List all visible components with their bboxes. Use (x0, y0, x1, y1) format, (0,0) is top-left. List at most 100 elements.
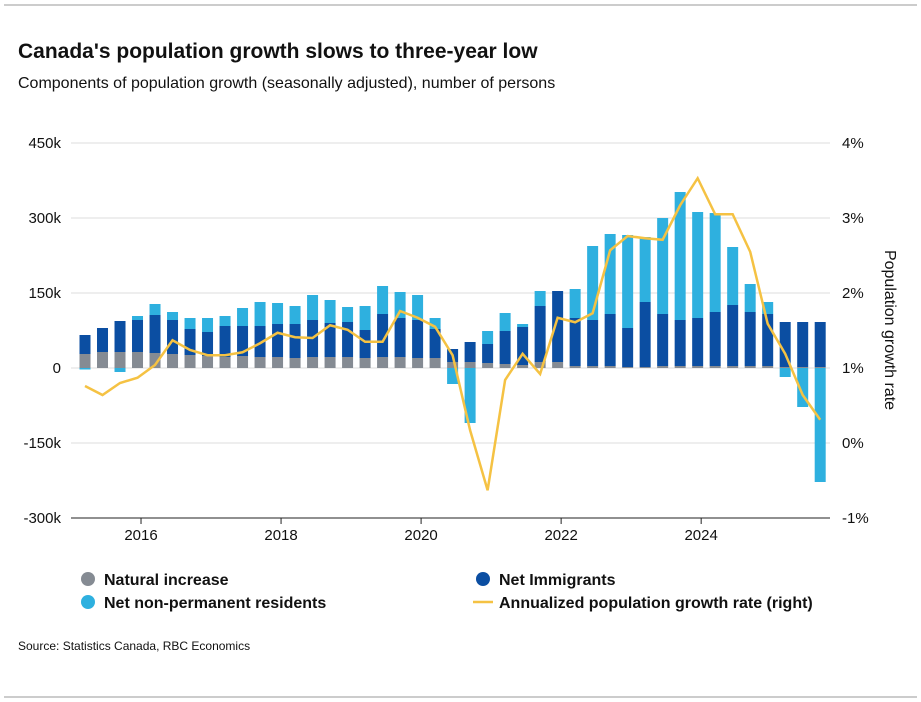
bar (307, 295, 319, 320)
bar (237, 326, 249, 356)
legend-label: Net Immigrants (499, 572, 616, 589)
bar (412, 320, 424, 358)
bar (324, 323, 336, 357)
bar (114, 352, 126, 368)
bar (97, 328, 109, 352)
y2-tick-label: 1% (842, 360, 864, 377)
bar (674, 320, 686, 366)
bar (394, 292, 406, 318)
bar (744, 312, 756, 366)
bar (342, 307, 354, 322)
y2-tick-label: 3% (842, 210, 864, 227)
bar (79, 335, 91, 354)
bar (359, 330, 371, 358)
bar (184, 329, 196, 355)
y-tick-label: -150k (23, 435, 61, 452)
bar (412, 358, 424, 368)
bar (184, 355, 196, 368)
bar (272, 324, 284, 357)
bar (132, 352, 144, 368)
bar (692, 318, 704, 366)
bar (79, 368, 91, 370)
bar (202, 356, 214, 368)
y-tick-label: 300k (28, 210, 61, 227)
bar (587, 246, 599, 320)
bar (342, 357, 354, 368)
bar (359, 306, 371, 330)
source: Source: Statistics Canada, RBC Economics (18, 639, 250, 653)
bar (814, 322, 826, 367)
bar (604, 314, 616, 366)
bar (464, 362, 476, 368)
legend-label: Natural increase (104, 572, 229, 589)
bar (517, 324, 529, 327)
bar (132, 316, 144, 320)
bar (517, 327, 529, 365)
bar (762, 314, 774, 366)
bar (814, 368, 826, 482)
bar (604, 366, 616, 368)
bar (167, 312, 179, 320)
bar (587, 320, 599, 366)
bar (307, 357, 319, 368)
bar (552, 291, 564, 362)
bar (149, 304, 161, 315)
bar (552, 362, 564, 368)
bar (237, 356, 249, 368)
bar (447, 368, 459, 384)
y-tick-label: -300k (23, 510, 61, 527)
bar (412, 295, 424, 320)
y-tick-label: 150k (28, 285, 61, 302)
bar (359, 358, 371, 368)
y2-tick-label: 0% (842, 435, 864, 452)
bar (499, 331, 511, 364)
bar (534, 306, 546, 362)
bar (464, 342, 476, 362)
bar (674, 366, 686, 368)
bar (482, 344, 494, 363)
chart-title: Canada's population growth slows to thre… (18, 40, 538, 63)
bar (219, 316, 231, 326)
bar (202, 332, 214, 356)
bar (167, 320, 179, 354)
bar (324, 300, 336, 323)
bar (692, 366, 704, 368)
bar (254, 302, 266, 326)
bar (272, 357, 284, 368)
bar (219, 326, 231, 357)
bar (202, 318, 214, 332)
bar (114, 368, 126, 372)
legend-swatch (81, 572, 95, 586)
bar (447, 362, 459, 368)
bar (149, 353, 161, 368)
line (84, 175, 822, 491)
bar (429, 329, 441, 358)
bar (429, 318, 441, 329)
bar (114, 321, 126, 352)
bar (674, 192, 686, 320)
bar (499, 364, 511, 368)
bar (254, 326, 266, 357)
bar (184, 318, 196, 329)
bar (587, 366, 599, 368)
bar (394, 318, 406, 357)
bar (639, 302, 651, 367)
bar (797, 367, 809, 368)
legend-swatch (81, 595, 95, 609)
bar (657, 366, 669, 368)
bar (132, 320, 144, 352)
bar (709, 366, 721, 368)
legend-swatch (476, 572, 490, 586)
bar (744, 366, 756, 368)
y2-tick-label: -1% (842, 510, 869, 527)
bar (464, 368, 476, 423)
bar (219, 357, 231, 368)
bar (657, 314, 669, 366)
bar (727, 247, 739, 305)
bar (779, 368, 791, 377)
bar (762, 366, 774, 368)
y-tick-label: 0 (53, 360, 61, 377)
bar (709, 213, 721, 312)
y2-axis-title: Population growth rate (881, 250, 898, 410)
